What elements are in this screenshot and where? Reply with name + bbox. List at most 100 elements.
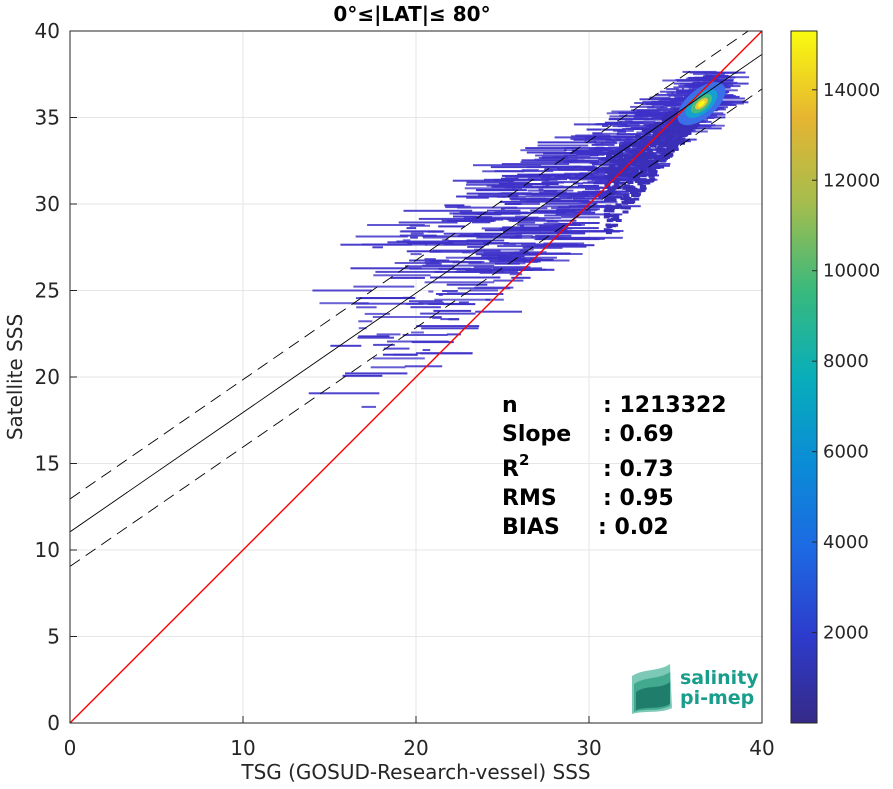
density-cell [638,145,645,149]
density-cell [655,137,662,141]
density-cell [520,161,572,164]
density-cell [625,156,632,160]
density-cell [409,300,443,303]
density-cell [447,220,494,222]
density-cell [605,223,612,227]
density-cell [595,146,605,149]
density-cell [671,91,674,94]
density-cell [573,182,583,185]
density-cell [487,209,521,212]
density-cell [661,153,668,157]
density-cell [628,167,635,171]
density-cell [657,141,663,145]
stat-rms-value: : 0.95 [603,486,674,511]
density-cell [633,150,640,154]
density-cell [504,203,522,205]
density-cell [582,190,597,193]
density-cell [634,171,641,175]
colorbar-tick-label-5: 12000 [823,170,880,191]
density-cell [515,235,533,238]
y-tick-label-2: 10 [35,538,60,562]
density-cell [545,202,598,205]
density-cell [541,156,569,159]
density-cell [587,177,607,180]
density-cell [345,372,408,375]
density-cell [653,139,660,143]
density-cell [607,178,614,182]
density-cell [521,227,573,230]
density-cell [584,139,587,142]
density-cell [501,174,566,177]
density-cell [492,267,542,270]
x-tick-label-3: 30 [576,736,601,760]
density-cell [446,333,461,336]
x-tick-label-2: 20 [403,736,428,760]
density-cell [443,243,489,246]
density-cell [499,200,541,203]
density-cell [650,136,657,139]
density-cell [695,79,714,82]
density-cell [614,180,620,184]
density-cell [604,207,611,211]
density-cell [436,293,504,295]
density-cell [390,276,425,279]
density-cell [475,310,522,313]
density-cell [682,127,722,130]
density-cell [350,267,422,270]
density-cell [619,135,648,138]
density-cell [620,181,626,185]
density-cell [522,192,582,195]
density-cell [452,212,502,215]
density-cell [522,229,567,231]
density-cell [670,139,677,143]
density-cell [570,137,609,140]
density-cell [476,236,522,239]
density-cell [383,347,410,350]
density-cell [615,159,622,163]
density-cell [661,118,668,122]
density-cell [623,141,651,144]
density-cell [616,178,623,181]
density-cell [643,141,650,145]
density-cell [670,106,676,109]
density-cell [694,76,727,79]
density-cell [660,155,667,159]
density-cell [364,312,390,315]
density-cell [613,129,625,132]
density-cell [608,209,615,213]
density-cell [552,156,591,158]
density-cell [596,149,609,152]
density-cell [410,236,418,239]
density-cell [563,154,578,157]
stat-r2-label: R [502,457,519,482]
density-cell [619,165,626,169]
regression-lower-line [70,88,762,567]
colorbar-tick-label-0: 2000 [823,623,869,644]
density-cell [588,141,615,144]
density-cell [644,146,651,150]
density-cell [642,163,649,167]
density-cell [710,71,738,74]
density-cell [610,190,617,194]
density-cell [610,186,617,190]
density-cell [627,128,653,131]
colorbar-ticks: 2000 4000 6000 8000 10000 12000 14000 [812,80,880,644]
density-cell [580,185,595,188]
density-cell [529,257,534,260]
density-cell [466,239,505,242]
density-cell [623,147,645,150]
density-cell [471,216,539,219]
density-cell [466,196,489,199]
stat-bias-value: : 0.02 [598,515,669,540]
density-cell [516,223,585,226]
density-cell [526,151,567,154]
density-cell [491,185,524,188]
density-cell [649,142,656,146]
density-cell [705,102,744,105]
density-cell [620,197,627,201]
density-cell [640,184,646,188]
density-cell [652,109,661,112]
density-cell [531,235,549,238]
density-cell [642,110,659,112]
density-cell [665,134,672,138]
